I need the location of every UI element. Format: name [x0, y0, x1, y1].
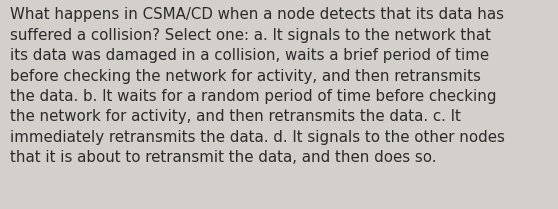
- Text: What happens in CSMA/CD when a node detects that its data has
suffered a collisi: What happens in CSMA/CD when a node dete…: [10, 7, 505, 165]
